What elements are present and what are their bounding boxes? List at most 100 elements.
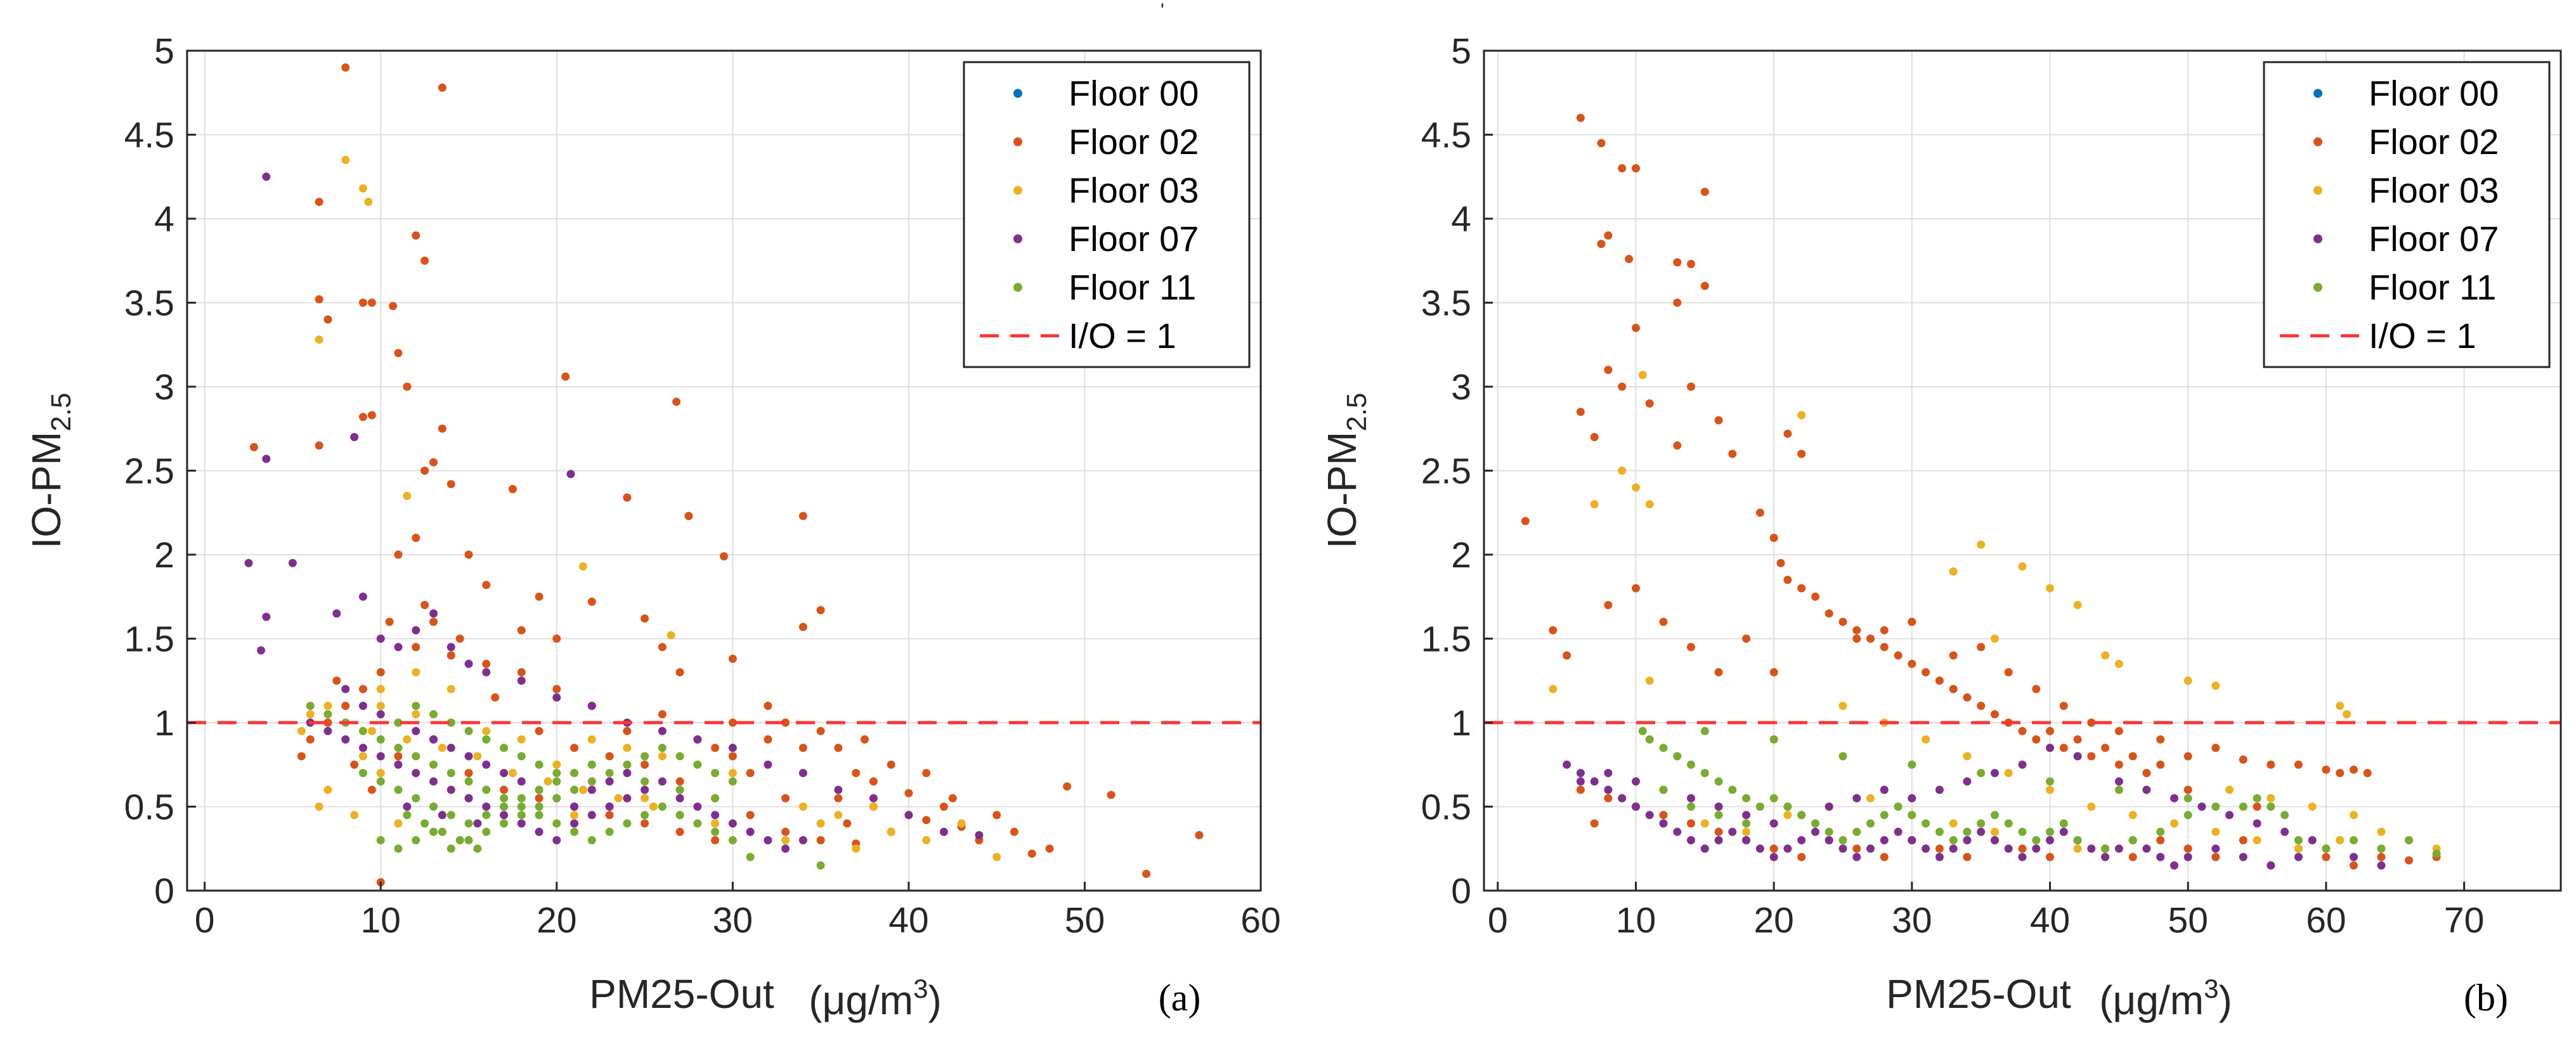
legend: Floor 00 Floor 02 Floor 03 Floor 07 Floor 11… xyxy=(2263,61,2551,368)
data-point xyxy=(641,785,649,794)
data-point xyxy=(1977,769,1986,777)
scatter-points xyxy=(244,63,1204,887)
data-point xyxy=(367,726,376,735)
data-point xyxy=(552,685,561,693)
data-point xyxy=(1687,760,1695,769)
data-point xyxy=(2350,765,2358,774)
data-point xyxy=(1618,794,1627,803)
data-point xyxy=(1935,844,1944,853)
data-point xyxy=(289,558,297,567)
data-point xyxy=(1949,685,1958,693)
data-point xyxy=(711,744,720,752)
data-point xyxy=(500,811,509,820)
x-tick-label: 50 xyxy=(1065,900,1105,941)
data-point xyxy=(711,811,720,820)
data-point xyxy=(711,769,720,777)
legend-label: Floor 11 xyxy=(2369,267,2496,307)
legend-marker xyxy=(2313,234,2322,243)
data-point xyxy=(728,777,737,786)
data-point xyxy=(834,794,843,803)
data-point xyxy=(1673,441,1682,450)
y-tick-label: 1 xyxy=(1451,703,1471,744)
data-point xyxy=(2350,861,2358,870)
data-point xyxy=(684,512,693,520)
data-point xyxy=(1783,803,1792,811)
data-point xyxy=(473,844,482,853)
y-tick-label: 0.5 xyxy=(124,787,174,828)
data-point xyxy=(623,726,632,735)
data-point xyxy=(394,785,403,794)
data-point xyxy=(315,295,323,304)
data-point xyxy=(2018,562,2027,571)
data-point xyxy=(306,702,315,710)
data-point xyxy=(711,819,720,828)
data-point xyxy=(412,794,420,803)
data-point xyxy=(728,752,737,761)
data-point xyxy=(1549,685,1558,693)
data-point xyxy=(2046,785,2054,794)
data-point xyxy=(359,685,367,693)
data-point xyxy=(2114,785,2123,794)
data-point xyxy=(2183,811,2192,820)
data-point xyxy=(394,718,403,727)
data-point xyxy=(2170,819,2178,828)
data-point xyxy=(2101,744,2110,752)
data-point xyxy=(482,581,491,590)
data-point xyxy=(1852,635,1861,643)
data-point xyxy=(517,777,526,786)
data-point xyxy=(1576,408,1585,416)
data-point xyxy=(446,769,455,777)
data-point xyxy=(1755,508,1764,517)
data-point xyxy=(1700,819,1709,828)
x-axis-label: PM25-Out xyxy=(1886,971,2071,1017)
data-point xyxy=(1769,794,1778,803)
data-point xyxy=(1908,836,1916,844)
data-point xyxy=(1963,693,1972,702)
data-point xyxy=(482,827,491,836)
data-point xyxy=(1604,601,1613,609)
data-point xyxy=(332,609,341,618)
y-axis-label-main: IO-PM xyxy=(23,432,69,549)
data-point xyxy=(1755,803,1764,811)
data-point xyxy=(2046,836,2054,844)
data-point xyxy=(1991,836,1999,844)
data-point xyxy=(412,534,420,542)
data-point xyxy=(2128,811,2137,820)
data-point xyxy=(2046,853,2054,861)
data-point xyxy=(517,803,526,811)
data-point xyxy=(922,816,931,825)
data-point xyxy=(1728,449,1737,458)
x-tick-label: 30 xyxy=(713,900,753,941)
data-point xyxy=(1687,643,1695,652)
data-point xyxy=(2377,861,2386,870)
data-point xyxy=(2322,765,2331,774)
data-point xyxy=(535,726,543,735)
data-point xyxy=(332,676,341,685)
data-point xyxy=(323,785,332,794)
data-point xyxy=(1714,811,1723,820)
data-point xyxy=(359,592,367,601)
data-point xyxy=(1742,794,1751,803)
data-point xyxy=(728,744,737,752)
data-point xyxy=(1866,844,1875,853)
data-point xyxy=(2032,685,2041,693)
data-point xyxy=(579,785,587,794)
data-point xyxy=(438,744,446,752)
y-tick-label: 5 xyxy=(1451,31,1471,72)
data-point xyxy=(1797,853,1806,861)
data-point xyxy=(2059,702,2068,710)
data-point xyxy=(412,710,420,719)
data-point xyxy=(1908,811,1916,820)
data-point xyxy=(535,811,543,820)
data-point xyxy=(315,335,323,344)
data-point xyxy=(605,752,614,761)
data-point xyxy=(1838,752,1847,761)
data-point xyxy=(816,836,825,844)
data-point xyxy=(1576,113,1585,122)
data-point xyxy=(781,718,790,727)
data-point xyxy=(728,836,737,844)
data-point xyxy=(1783,844,1792,853)
data-point xyxy=(1659,785,1668,794)
data-point xyxy=(1714,827,1723,836)
data-point xyxy=(359,726,367,735)
